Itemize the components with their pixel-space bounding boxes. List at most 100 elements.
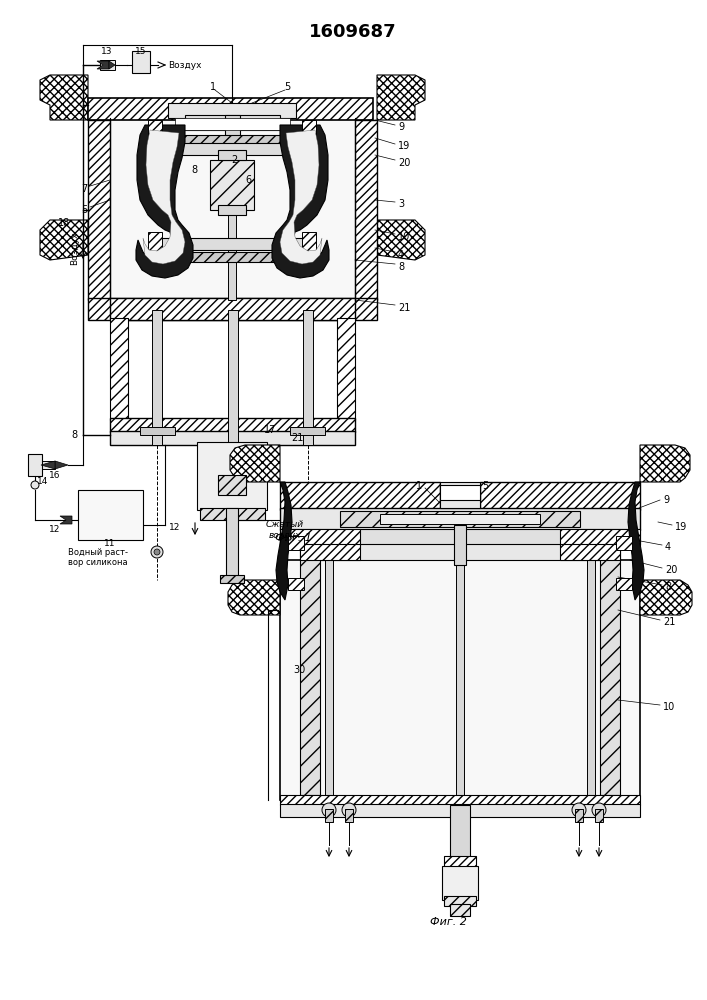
Bar xyxy=(288,578,304,590)
Text: 12: 12 xyxy=(49,524,61,534)
Bar xyxy=(302,232,316,252)
Bar xyxy=(300,544,620,560)
Polygon shape xyxy=(136,125,193,278)
Text: Фиг. 2: Фиг. 2 xyxy=(430,917,467,927)
Bar xyxy=(200,508,265,520)
Polygon shape xyxy=(60,516,72,524)
Polygon shape xyxy=(41,461,55,469)
Polygon shape xyxy=(280,130,322,264)
Polygon shape xyxy=(40,220,88,260)
Bar xyxy=(185,115,280,130)
Circle shape xyxy=(572,803,586,817)
Polygon shape xyxy=(377,75,425,120)
Bar xyxy=(560,544,620,560)
Text: 30: 30 xyxy=(293,665,305,675)
Bar xyxy=(442,866,478,900)
Bar xyxy=(100,60,115,70)
Bar xyxy=(450,904,470,916)
Polygon shape xyxy=(143,130,185,264)
Bar xyxy=(148,120,162,140)
Polygon shape xyxy=(640,580,692,615)
Text: 1609687: 1609687 xyxy=(309,23,397,41)
Text: 3: 3 xyxy=(398,199,404,209)
Text: 5: 5 xyxy=(81,205,87,215)
Text: 18: 18 xyxy=(58,218,70,228)
Bar xyxy=(140,427,175,435)
Text: 20: 20 xyxy=(398,158,410,168)
Text: 4: 4 xyxy=(665,542,671,552)
Bar xyxy=(355,120,377,300)
Bar xyxy=(616,536,632,550)
Bar xyxy=(218,475,246,495)
Circle shape xyxy=(31,481,39,489)
Bar xyxy=(88,98,373,120)
Bar xyxy=(175,118,290,130)
Bar xyxy=(110,118,355,300)
Bar xyxy=(587,555,595,800)
Bar xyxy=(88,120,110,300)
Polygon shape xyxy=(276,482,292,600)
Polygon shape xyxy=(230,445,280,482)
Bar xyxy=(132,51,150,73)
Bar xyxy=(454,525,466,565)
Circle shape xyxy=(302,546,314,558)
Text: Фиг. 1: Фиг. 1 xyxy=(275,533,312,543)
Polygon shape xyxy=(228,580,280,615)
Bar xyxy=(41,461,55,469)
Polygon shape xyxy=(640,445,690,482)
Bar xyxy=(210,160,254,210)
Text: 19: 19 xyxy=(398,141,410,151)
Bar xyxy=(340,511,580,527)
Bar xyxy=(616,578,632,590)
Bar xyxy=(300,559,320,795)
Bar xyxy=(440,485,480,500)
Bar xyxy=(160,143,304,155)
Bar xyxy=(337,318,355,420)
Text: 9: 9 xyxy=(663,495,669,505)
Bar xyxy=(480,482,640,510)
Bar xyxy=(110,431,355,445)
Text: 14: 14 xyxy=(37,478,49,487)
Bar xyxy=(595,809,603,822)
Text: 1: 1 xyxy=(210,82,216,92)
Bar xyxy=(300,544,360,560)
Text: 8: 8 xyxy=(71,430,77,440)
Bar xyxy=(148,135,316,145)
Text: 13: 13 xyxy=(101,47,112,56)
Bar xyxy=(600,559,620,795)
Polygon shape xyxy=(40,75,88,120)
Text: 1: 1 xyxy=(416,481,422,491)
Bar xyxy=(444,856,476,868)
Bar xyxy=(450,805,470,860)
Polygon shape xyxy=(109,61,115,69)
Bar xyxy=(78,490,143,540)
Bar xyxy=(218,150,246,160)
Bar xyxy=(280,795,640,805)
Text: 16: 16 xyxy=(49,472,61,481)
Bar xyxy=(290,427,325,435)
Text: 17: 17 xyxy=(264,425,276,435)
Text: Водный раст-
вор силикона: Водный раст- вор силикона xyxy=(68,548,128,567)
Bar xyxy=(110,418,355,432)
Bar xyxy=(148,232,162,252)
Bar xyxy=(280,804,640,817)
Bar xyxy=(218,205,246,215)
Text: 12: 12 xyxy=(169,524,181,532)
Polygon shape xyxy=(97,61,109,69)
Circle shape xyxy=(305,549,311,555)
Bar xyxy=(152,310,162,445)
Text: 10: 10 xyxy=(663,702,675,712)
Bar xyxy=(575,809,583,822)
Circle shape xyxy=(322,803,336,817)
Text: 4: 4 xyxy=(398,250,404,260)
Bar xyxy=(302,120,316,140)
Text: 15: 15 xyxy=(135,47,147,56)
Bar xyxy=(444,896,476,906)
Text: 21: 21 xyxy=(663,617,675,627)
Text: 9: 9 xyxy=(398,122,404,132)
Bar xyxy=(226,508,238,580)
Bar xyxy=(197,442,267,510)
Bar xyxy=(560,529,640,545)
Text: 19: 19 xyxy=(675,522,687,532)
Bar xyxy=(221,157,244,165)
